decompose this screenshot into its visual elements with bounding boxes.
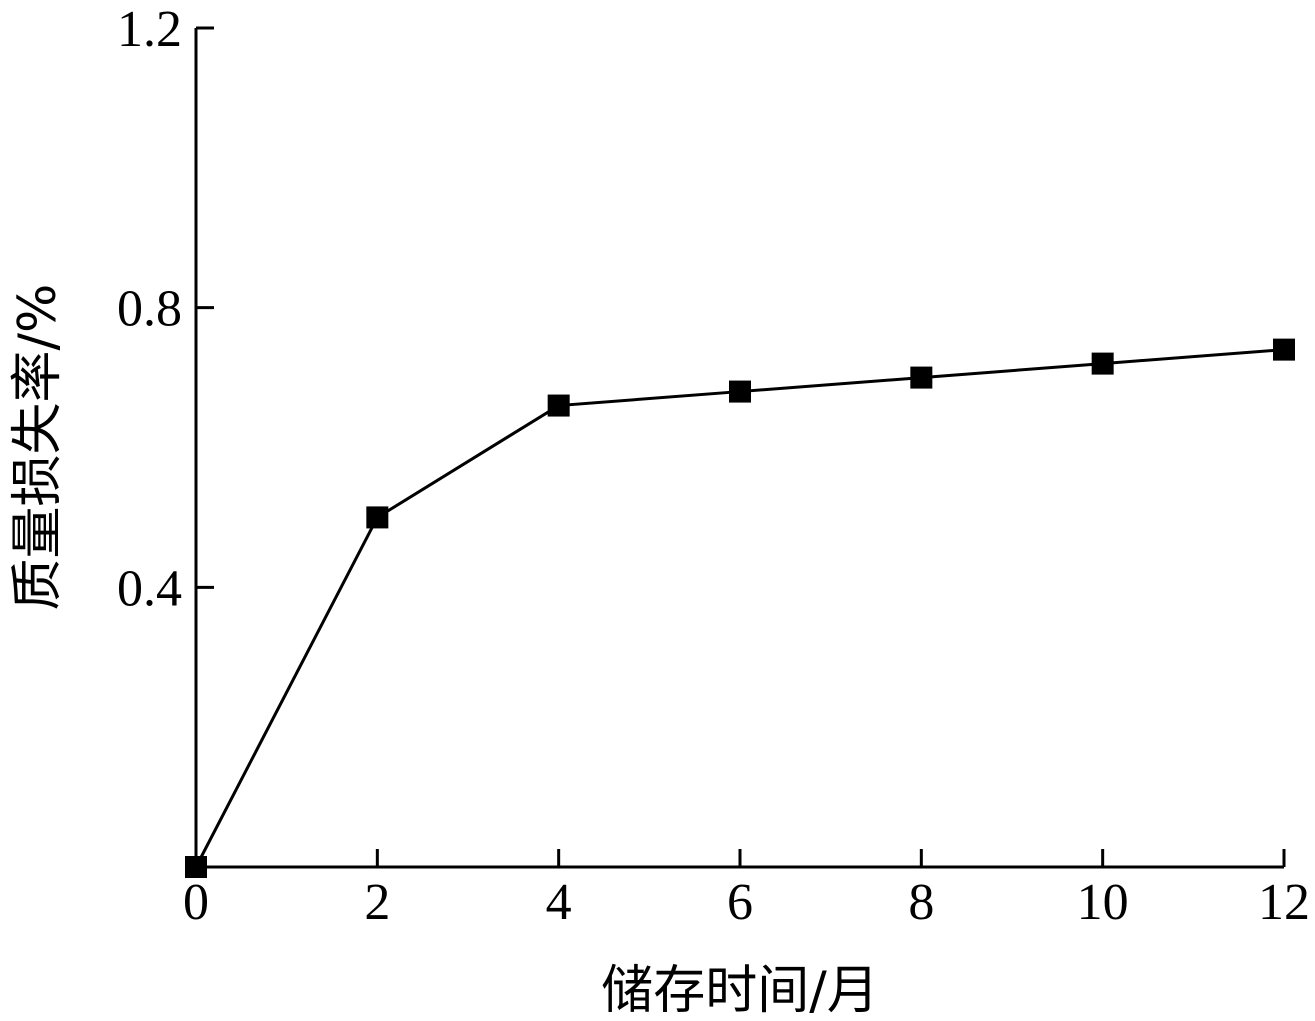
series-line [194,348,1285,868]
x-tick-label: 8 [908,874,934,931]
y-tick-label: 0.8 [117,281,182,338]
data-point [547,394,570,417]
data-point [729,380,751,403]
data-point [1091,352,1114,375]
data-point [910,366,933,389]
ticks: 0 2 4 6 8 10 12 0.4 0.8 1.2 [117,1,1310,931]
x-tick-label: 4 [546,874,572,931]
data-point [1273,338,1295,361]
x-axis-title: 储存时间/月 [601,961,879,1021]
data-point [366,506,389,529]
x-tick-label: 12 [1258,874,1310,931]
axes [194,28,1284,869]
y-tick-label: 1.2 [117,1,182,58]
series [185,338,1295,878]
data-point [185,856,207,878]
x-tick-label: 0 [183,874,209,931]
x-tick-label: 6 [727,874,753,931]
y-axis-title: 质量损失率/% [8,284,68,611]
x-tick-label: 2 [364,874,390,931]
y-tick-label: 0.4 [117,560,182,617]
x-tick-label: 10 [1077,874,1129,931]
